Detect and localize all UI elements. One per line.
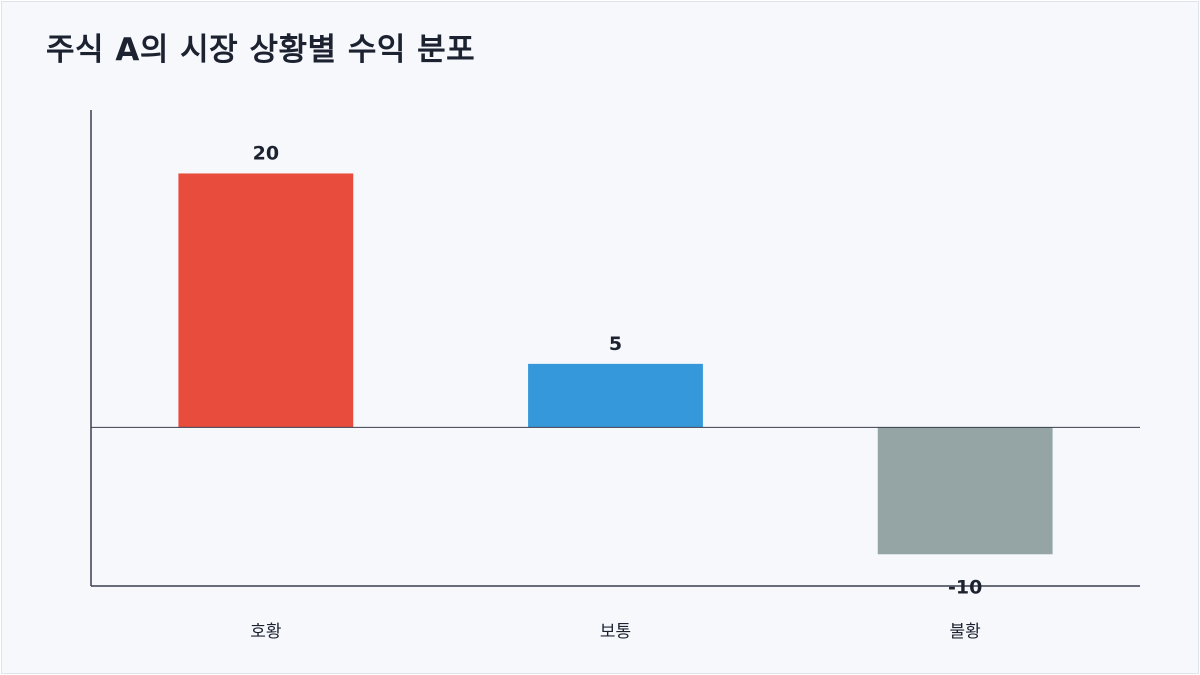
data-label-3: -10	[948, 576, 982, 598]
x-tick-label-2: 보통	[600, 622, 631, 642]
data-label-2: 5	[609, 333, 622, 355]
x-tick-label-1: 호황	[250, 622, 281, 642]
bar-3	[877, 427, 1053, 555]
data-label-1: 20	[253, 142, 279, 164]
bar-1	[178, 173, 354, 428]
bar-2	[528, 363, 703, 428]
x-tick-label-3: 불황	[950, 622, 981, 642]
chart-title: 주식 A의 시장 상황별 수익 분포	[46, 32, 476, 68]
